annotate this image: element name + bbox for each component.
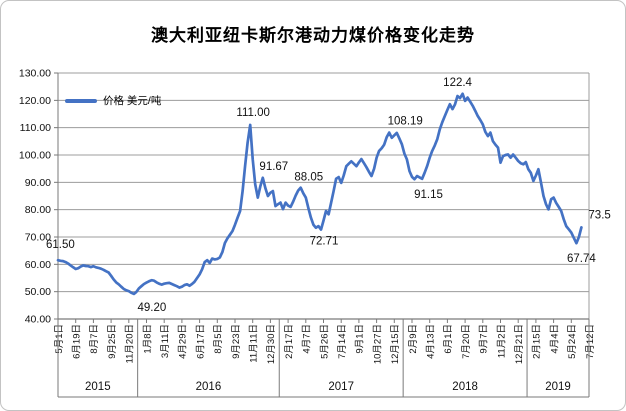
y-axis-tick-label: 130.00: [19, 68, 51, 80]
y-axis-tick-label: 50.00: [25, 286, 51, 298]
year-label: 2015: [85, 381, 111, 393]
x-axis-tick-label: 12月30日: [266, 324, 277, 364]
annotation-label: 67.74: [567, 253, 596, 265]
legend-label: 价格 美元/吨: [103, 95, 162, 107]
x-axis-tick-label: 7月20日: [461, 324, 472, 359]
x-axis-tick-label: 2月9日: [408, 324, 419, 354]
annotation-label: 122.4: [443, 77, 472, 89]
price-line: [56, 92, 583, 296]
annotation-label: 49.20: [137, 302, 166, 314]
x-axis-tick-label: 6月1日: [443, 324, 454, 354]
y-axis-tick-label: 80.00: [25, 204, 51, 216]
annotation-label: 88.05: [294, 172, 323, 184]
y-axis-tick-label: 120.00: [19, 95, 51, 107]
annotation-label: 111.00: [236, 107, 269, 119]
x-axis-tick-label: 11月20日: [125, 324, 136, 363]
annotation-label: 91.67: [259, 161, 288, 173]
x-axis-tick-label: 11月2日: [496, 324, 507, 358]
x-axis-tick-label: 2月15日: [532, 324, 543, 359]
x-axis-tick-label: 6月19日: [72, 324, 83, 359]
x-axis-tick-label: 9月7日: [479, 324, 490, 354]
x-axis-tick-label: 6月17日: [195, 324, 206, 359]
chart-title: 澳大利亚纽卡斯尔港动力煤价格变化走势: [151, 26, 475, 45]
x-axis-tick-label: 12月21日: [514, 324, 525, 364]
x-axis-tick-label: 4月7日: [302, 324, 313, 354]
annotation-label: 91.15: [414, 189, 443, 201]
x-axis-tick-label: 4月29日: [178, 324, 189, 359]
x-axis-tick-label: 2月17日: [284, 324, 295, 359]
x-axis-tick-label: 4月13日: [426, 324, 437, 359]
annotation-label: 73.5: [588, 209, 610, 221]
year-label: 2016: [196, 381, 222, 393]
x-axis-tick-label: 9月25日: [107, 324, 118, 359]
legend-line-marker: [65, 98, 97, 103]
year-label: 2019: [545, 381, 571, 393]
x-axis-tick-label: 7月12日: [585, 324, 596, 359]
x-axis-tick-label: 8月5日: [213, 324, 224, 354]
x-axis-tick-label: 12月15日: [390, 324, 401, 364]
x-axis-tick-label: 9月1日: [355, 324, 366, 354]
y-axis-tick-label: 90.00: [25, 177, 51, 189]
x-axis-tick-label: 5月26日: [319, 324, 330, 359]
x-axis-tick-label: 4月4日: [549, 324, 560, 354]
y-axis-tick-label: 70.00: [25, 232, 51, 244]
year-label: 2017: [328, 381, 354, 393]
x-axis-tick-label: 7月14日: [337, 324, 348, 359]
x-axis-tick-label: 1月8日: [142, 324, 153, 354]
annotation-label: 108.19: [388, 116, 423, 128]
x-axis-tick-label: 11月11日: [249, 324, 260, 363]
x-axis-tick-label: 10月27日: [372, 324, 383, 364]
year-label: 2018: [452, 381, 478, 393]
annotation-label: 72.71: [310, 236, 339, 248]
legend: 价格 美元/吨: [65, 93, 161, 108]
y-axis-tick-label: 100.00: [19, 150, 51, 162]
x-axis-tick-label: 5月1日: [54, 324, 65, 354]
x-axis-tick-label: 3月11日: [160, 324, 171, 358]
x-axis-tick-label: 8月7日: [89, 324, 100, 354]
x-axis-tick-label: 5月24日: [567, 324, 578, 359]
y-axis-tick-label: 40.00: [25, 314, 51, 326]
y-axis-tick-label: 60.00: [25, 259, 51, 271]
annotation-label: 61.50: [46, 239, 75, 251]
y-axis-tick-label: 110.00: [20, 122, 51, 134]
x-axis-tick-label: 9月23日: [231, 324, 242, 359]
